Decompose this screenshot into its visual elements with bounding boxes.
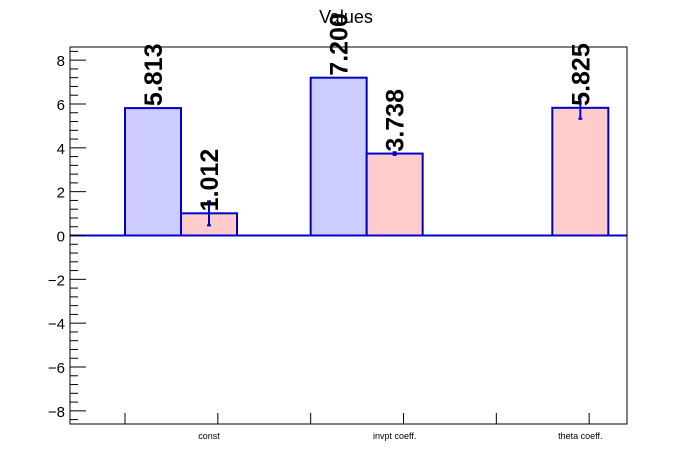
bar-1-1 bbox=[124, 107, 182, 237]
y-tick-label: 8 bbox=[57, 53, 65, 70]
bar-2-2 bbox=[365, 152, 424, 237]
bars-layer bbox=[124, 76, 610, 237]
y-axis: −8 −6 −4 −2 0 2 4 6 8 bbox=[48, 50, 86, 421]
y-tick-label: −2 bbox=[48, 272, 65, 289]
x-axis: const invpt coeff. theta coeff. bbox=[124, 413, 603, 441]
y-tick-label: 4 bbox=[57, 141, 65, 158]
x-category-label: invpt coeff. bbox=[373, 431, 416, 441]
y-tick-label: −8 bbox=[48, 404, 65, 421]
y-tick-label: 2 bbox=[57, 185, 65, 202]
bar-1-2 bbox=[309, 76, 368, 237]
data-label-2-1: 1.012 bbox=[196, 149, 224, 212]
y-tick-label: −6 bbox=[48, 360, 65, 377]
bar-2-3 bbox=[551, 106, 610, 237]
chart-title: Values bbox=[319, 7, 373, 27]
data-label-2-3: 5.825 bbox=[567, 43, 595, 106]
data-label-1-2: 7.200 bbox=[326, 13, 354, 76]
data-labels: 5.813 7.200 1.012 3.738 5.825 bbox=[140, 13, 595, 211]
y-tick-label: −4 bbox=[48, 316, 65, 333]
y-tick-label: 0 bbox=[57, 229, 65, 246]
data-label-1-1: 5.813 bbox=[140, 44, 168, 107]
x-category-label: const bbox=[198, 431, 220, 441]
x-category-label: theta coeff. bbox=[558, 431, 602, 441]
y-tick-label: 6 bbox=[57, 97, 65, 114]
data-label-2-2: 3.738 bbox=[382, 89, 410, 152]
